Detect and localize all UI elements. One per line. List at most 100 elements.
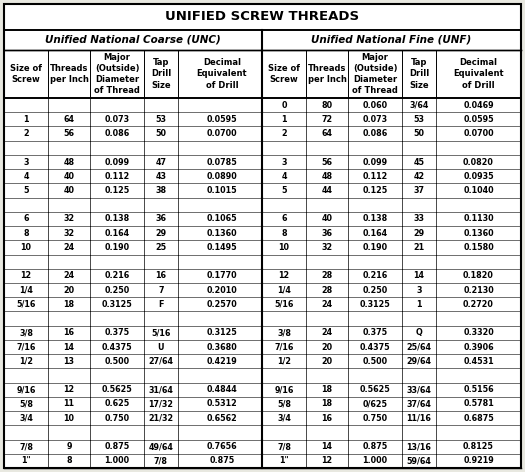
Text: 32: 32 xyxy=(321,243,332,252)
Text: 0.0595: 0.0595 xyxy=(463,115,494,124)
Text: 9/16: 9/16 xyxy=(274,385,293,394)
Text: 0.1495: 0.1495 xyxy=(207,243,237,252)
Text: 0.125: 0.125 xyxy=(362,186,387,195)
Text: 0.875: 0.875 xyxy=(362,442,387,451)
Text: 36: 36 xyxy=(321,229,332,238)
Text: 28: 28 xyxy=(321,286,333,295)
Text: 1": 1" xyxy=(21,456,31,465)
Text: 3/8: 3/8 xyxy=(19,329,33,337)
Text: 12: 12 xyxy=(64,385,75,394)
Text: 0.5625: 0.5625 xyxy=(360,385,391,394)
Text: 0.164: 0.164 xyxy=(362,229,387,238)
Text: 5/16: 5/16 xyxy=(151,329,171,337)
Text: 0.6562: 0.6562 xyxy=(207,413,237,423)
Text: 0.875: 0.875 xyxy=(209,456,235,465)
Text: 0.0469: 0.0469 xyxy=(463,101,494,110)
Text: 0.190: 0.190 xyxy=(362,243,387,252)
Text: 0.1040: 0.1040 xyxy=(463,186,494,195)
Text: 11: 11 xyxy=(64,399,75,408)
Text: 0.1360: 0.1360 xyxy=(207,229,237,238)
Text: 40: 40 xyxy=(64,172,75,181)
Text: 0.216: 0.216 xyxy=(362,271,387,280)
Text: 0.138: 0.138 xyxy=(104,214,130,223)
Text: 24: 24 xyxy=(64,243,75,252)
Text: 8: 8 xyxy=(66,456,72,465)
Text: 50: 50 xyxy=(414,129,425,138)
Text: 9: 9 xyxy=(66,442,72,451)
Text: 20: 20 xyxy=(64,286,75,295)
Text: 27/64: 27/64 xyxy=(149,357,173,366)
Text: 45: 45 xyxy=(414,158,425,167)
Text: Tap
Drill
Size: Tap Drill Size xyxy=(151,59,171,90)
Text: 64: 64 xyxy=(64,115,75,124)
Text: 7/16: 7/16 xyxy=(274,343,293,352)
Text: 50: 50 xyxy=(155,129,166,138)
Text: Tap
Drill
Size: Tap Drill Size xyxy=(409,59,429,90)
Text: 56: 56 xyxy=(321,158,332,167)
Text: 72: 72 xyxy=(321,115,332,124)
Text: 1/4: 1/4 xyxy=(19,286,33,295)
Text: 0.500: 0.500 xyxy=(104,357,130,366)
Text: 53: 53 xyxy=(414,115,425,124)
Text: 7/8: 7/8 xyxy=(154,456,168,465)
Text: 0: 0 xyxy=(281,101,287,110)
Text: 0.2010: 0.2010 xyxy=(207,286,237,295)
Text: 0.6875: 0.6875 xyxy=(463,413,494,423)
Text: 37/64: 37/64 xyxy=(406,399,432,408)
Text: 24: 24 xyxy=(321,329,332,337)
Text: 0.5781: 0.5781 xyxy=(463,399,494,408)
Text: 0.086: 0.086 xyxy=(362,129,387,138)
Text: 0.3125: 0.3125 xyxy=(102,300,132,309)
Text: 3/8: 3/8 xyxy=(277,329,291,337)
Text: 3/64: 3/64 xyxy=(410,101,429,110)
Text: 7/16: 7/16 xyxy=(16,343,36,352)
Text: 1: 1 xyxy=(281,115,287,124)
Text: 0.1820: 0.1820 xyxy=(463,271,494,280)
Text: 3: 3 xyxy=(23,158,29,167)
Text: 0.3680: 0.3680 xyxy=(207,343,237,352)
Text: 43: 43 xyxy=(155,172,166,181)
Text: 16: 16 xyxy=(321,413,332,423)
Text: Unified National Coarse (UNC): Unified National Coarse (UNC) xyxy=(45,35,221,45)
Text: 0.1015: 0.1015 xyxy=(207,186,237,195)
Text: Decimal
Equivalent
of Drill: Decimal Equivalent of Drill xyxy=(453,59,504,90)
Text: 38: 38 xyxy=(155,186,166,195)
Text: 0.750: 0.750 xyxy=(362,413,387,423)
Text: 48: 48 xyxy=(321,172,332,181)
Text: 80: 80 xyxy=(321,101,332,110)
Text: 0.875: 0.875 xyxy=(104,442,130,451)
Text: 4: 4 xyxy=(281,172,287,181)
Text: 37: 37 xyxy=(414,186,425,195)
Text: 33/64: 33/64 xyxy=(406,385,432,394)
Text: 10: 10 xyxy=(278,243,289,252)
Text: 0.9219: 0.9219 xyxy=(463,456,494,465)
Text: 0.112: 0.112 xyxy=(104,172,130,181)
Text: 6: 6 xyxy=(23,214,29,223)
Text: 0/625: 0/625 xyxy=(362,399,387,408)
Text: 0.375: 0.375 xyxy=(104,329,130,337)
Text: 0.138: 0.138 xyxy=(362,214,387,223)
Text: 3: 3 xyxy=(281,158,287,167)
Text: 12: 12 xyxy=(20,271,32,280)
Text: 12: 12 xyxy=(278,271,290,280)
Text: 21/32: 21/32 xyxy=(149,413,174,423)
Text: 1.000: 1.000 xyxy=(104,456,130,465)
Text: 18: 18 xyxy=(321,385,332,394)
Text: U: U xyxy=(158,343,164,352)
Text: 24: 24 xyxy=(64,271,75,280)
Text: 0.4375: 0.4375 xyxy=(102,343,132,352)
Text: 29: 29 xyxy=(155,229,166,238)
Text: 0.5156: 0.5156 xyxy=(463,385,494,394)
Text: 0.216: 0.216 xyxy=(104,271,130,280)
Text: 1": 1" xyxy=(279,456,289,465)
Text: Q: Q xyxy=(416,329,423,337)
Text: 47: 47 xyxy=(155,158,166,167)
Text: 7/8: 7/8 xyxy=(19,442,33,451)
Text: 14: 14 xyxy=(321,442,332,451)
Text: 0.250: 0.250 xyxy=(104,286,130,295)
Text: 16: 16 xyxy=(155,271,166,280)
Text: 5: 5 xyxy=(281,186,287,195)
Text: 0.112: 0.112 xyxy=(362,172,387,181)
Text: 18: 18 xyxy=(321,399,332,408)
Text: 0.190: 0.190 xyxy=(104,243,130,252)
